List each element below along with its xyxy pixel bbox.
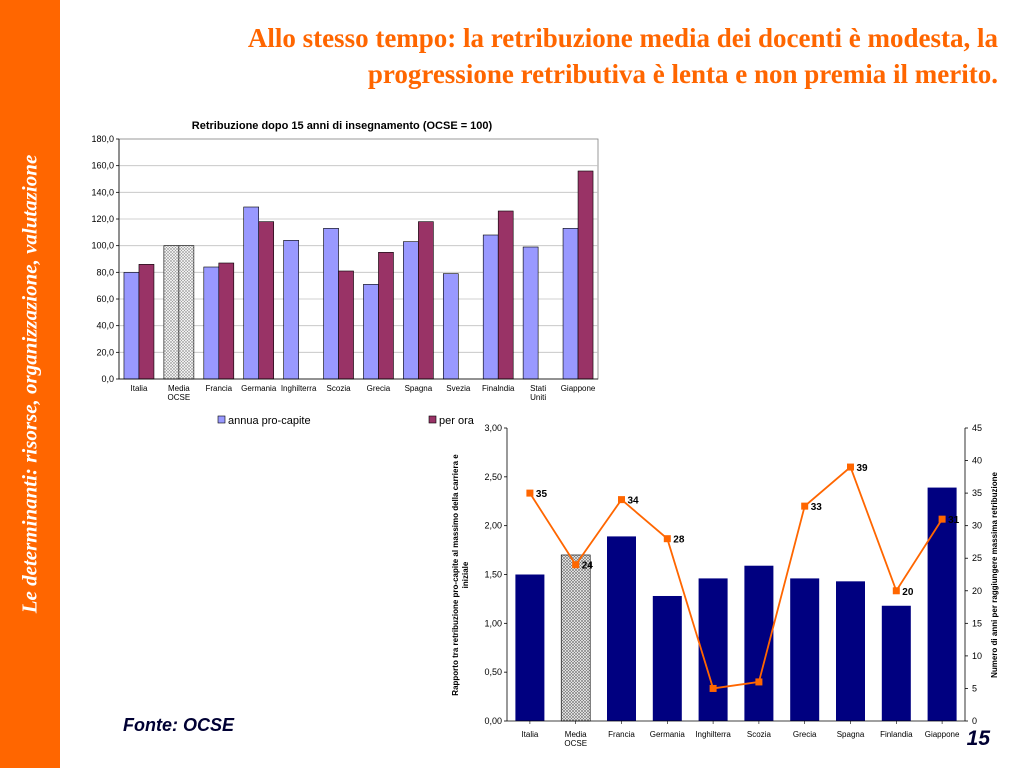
y-tick-label: 40,0 xyxy=(96,321,114,331)
x-tick-label-finlandia: Finlandia xyxy=(880,730,913,739)
x-tick-label-svezia: Svezia xyxy=(446,384,471,393)
bar-ratio-germania xyxy=(652,595,682,721)
legend-label-ora: per ora xyxy=(439,415,475,427)
y-tick-label: 100,0 xyxy=(91,241,114,251)
legend-swatch-ora xyxy=(428,415,437,424)
line-marker-spagna xyxy=(847,463,854,471)
line-marker-germania xyxy=(663,535,671,543)
legend-label-annua: annua pro-capite xyxy=(228,415,311,427)
bar-ratio-finlandia xyxy=(881,605,911,721)
left-y-tick-label: 0,00 xyxy=(484,716,502,726)
y-tick-label: 140,0 xyxy=(91,187,114,197)
bar-ratio-italia xyxy=(515,574,545,721)
chart2-left-axis-label: Rapporto tra retribuzione pro-capite al … xyxy=(451,454,470,696)
bar-ratio-grecia xyxy=(790,578,820,721)
sidebar: Le determinanti: risorse, organizzazione… xyxy=(0,0,60,768)
data-label-finlandia: 20 xyxy=(902,587,914,598)
right-y-tick-label: 0 xyxy=(972,716,977,726)
line-marker-media-ocse xyxy=(572,561,580,569)
x-tick-label-giappone: Giappone xyxy=(561,384,596,393)
right-y-tick-label: 15 xyxy=(972,618,982,628)
x-tick-label-italia: Italia xyxy=(131,384,148,393)
left-y-tick-label: 0,50 xyxy=(484,667,502,677)
y-tick-label: 160,0 xyxy=(91,161,114,171)
data-label-media-ocse: 24 xyxy=(582,561,594,572)
x-tick-label-media-ocse: Media xyxy=(565,730,587,739)
x-tick-label-scozia: Scozia xyxy=(747,730,772,739)
y-tick-label: 60,0 xyxy=(96,294,114,304)
x-tick-label-stati-uniti: Stati xyxy=(530,384,546,393)
x-tick-label-media-ocse-line2: OCSE xyxy=(564,739,587,748)
x-tick-label-media-ocse-line2: OCSE xyxy=(168,393,191,402)
x-tick-label-spagna: Spagna xyxy=(837,730,865,739)
x-tick-label-media-ocse: Media xyxy=(168,384,190,393)
right-y-tick-label: 10 xyxy=(972,651,982,661)
x-tick-label-grecia: Grecia xyxy=(367,384,391,393)
bar-ratio-inghilterra xyxy=(698,578,728,721)
line-marker-inghilterra xyxy=(709,684,717,692)
y-tick-label: 20,0 xyxy=(96,347,114,357)
chart1-plot-area xyxy=(118,138,599,380)
page-number: 15 xyxy=(966,727,990,750)
data-label-grecia: 33 xyxy=(811,502,823,513)
line-marker-francia xyxy=(618,496,625,504)
x-tick-label-francia: Francia xyxy=(205,384,232,393)
legend-swatch-annua xyxy=(217,415,226,424)
right-y-tick-label: 45 xyxy=(972,423,982,433)
bar-ratio-spagna xyxy=(836,581,865,721)
line-marker-italia xyxy=(526,489,534,497)
x-tick-label-francia: Francia xyxy=(608,730,635,739)
data-label-spagna: 39 xyxy=(857,463,869,474)
left-y-tick-label: 3,00 xyxy=(484,423,502,433)
x-tick-label-italia: Italia xyxy=(521,730,538,739)
x-tick-label-germania: Germania xyxy=(650,730,686,739)
x-tick-label-germania: Germania xyxy=(241,384,277,393)
bar-ratio-giappone xyxy=(927,487,957,721)
right-y-tick-label: 20 xyxy=(972,586,982,596)
line-marker-finlandia xyxy=(892,587,900,595)
chart1-title: Retribuzione dopo 15 anni di insegnament… xyxy=(192,120,493,132)
x-tick-label-stati-uniti-line2: Uniti xyxy=(530,393,546,402)
x-tick-label-inghilterra: Inghilterra xyxy=(695,730,731,739)
right-y-tick-label: 5 xyxy=(972,683,977,693)
source-note: Fonte: OCSE xyxy=(123,715,234,735)
x-tick-label-giappone: Giappone xyxy=(925,730,960,739)
data-label-giappone: 31 xyxy=(948,515,960,526)
bar-ratio-francia xyxy=(607,536,636,721)
right-y-tick-label: 35 xyxy=(972,488,982,498)
y-tick-label: 120,0 xyxy=(91,214,114,224)
chart2-right-axis-label: Numero di anni per raggiungere massima r… xyxy=(990,472,999,678)
x-tick-label-spagna: Spagna xyxy=(405,384,433,393)
bar-ratio-media-ocse xyxy=(560,554,591,722)
right-y-tick-label: 40 xyxy=(972,456,982,466)
slide-title: Allo stesso tempo: la retribuzione media… xyxy=(247,23,998,89)
x-tick-label-inghilterra: Inghilterra xyxy=(281,384,317,393)
left-y-tick-label: 1,00 xyxy=(484,618,502,628)
y-tick-label: 80,0 xyxy=(96,267,114,277)
left-y-tick-label: 2,00 xyxy=(484,521,502,531)
left-y-tick-label: 2,50 xyxy=(484,472,502,482)
right-y-tick-label: 30 xyxy=(972,521,982,531)
x-tick-label-finalndia: Finalndia xyxy=(482,384,515,393)
data-label-germania: 28 xyxy=(673,535,685,546)
y-tick-label: 180,0 xyxy=(91,134,114,144)
line-marker-giappone xyxy=(938,515,946,523)
left-y-tick-label: 1,50 xyxy=(484,570,502,580)
x-tick-label-grecia: Grecia xyxy=(793,730,817,739)
right-y-tick-label: 25 xyxy=(972,553,982,563)
years-line xyxy=(529,465,943,690)
data-label-francia: 34 xyxy=(628,496,640,507)
line-marker-scozia xyxy=(755,678,763,686)
line-marker-grecia xyxy=(801,502,809,510)
x-tick-label-scozia: Scozia xyxy=(327,384,352,393)
y-tick-label: 0,0 xyxy=(101,374,114,384)
data-label-italia: 35 xyxy=(536,489,548,500)
